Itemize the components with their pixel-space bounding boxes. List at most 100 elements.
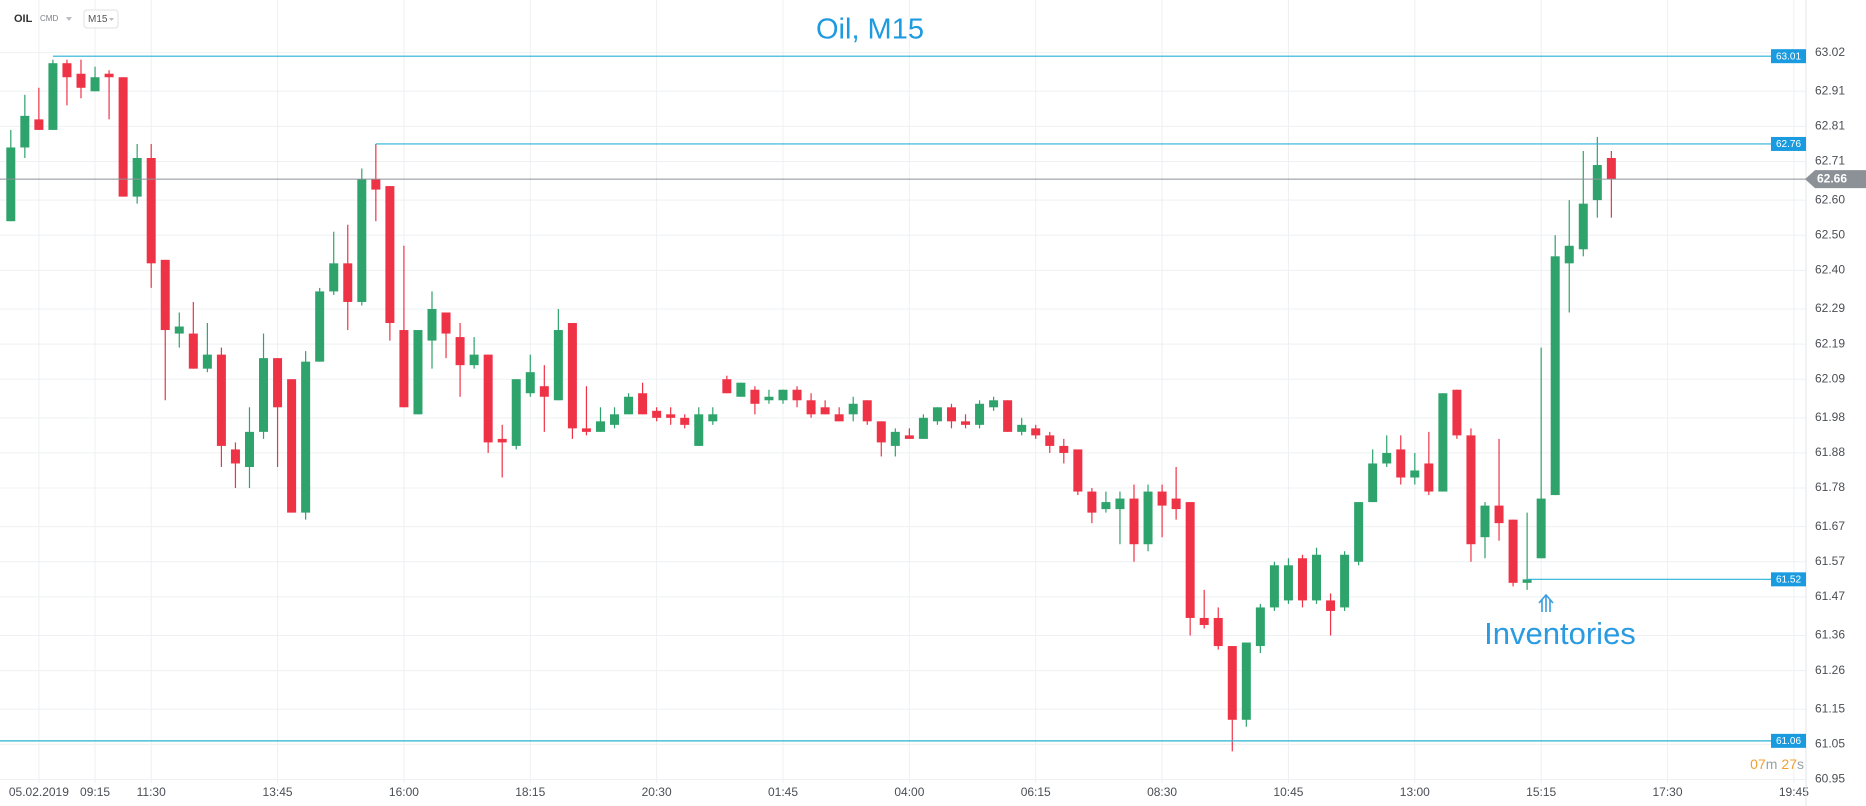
- symbol[interactable]: OIL: [14, 13, 33, 25]
- dropdown-arrow[interactable]: [66, 17, 72, 21]
- x-tick-label: 11:30: [137, 785, 166, 799]
- candle-body: [764, 396, 774, 401]
- candle-body: [244, 431, 254, 467]
- candle-body: [1115, 498, 1125, 510]
- candle-body: [1241, 642, 1251, 720]
- countdown-minutes: 07: [1750, 756, 1766, 772]
- current-price-label: 62.66: [1817, 172, 1847, 186]
- candle-body: [399, 330, 409, 408]
- level-label-box: [1771, 733, 1806, 748]
- candle-body: [1059, 445, 1069, 453]
- interval-box[interactable]: [83, 9, 119, 29]
- y-tick-label: 61.47: [1815, 589, 1845, 603]
- annotation-arrow: [1538, 593, 1554, 612]
- countdown-unit: m: [1766, 756, 1778, 772]
- candle-body: [680, 417, 690, 425]
- candle-body: [638, 393, 648, 415]
- candle-body: [1382, 452, 1392, 464]
- y-tick-label: 62.50: [1815, 227, 1845, 241]
- candle-body: [132, 158, 142, 197]
- candle-body: [1003, 400, 1013, 432]
- x-tick-label: 13:45: [263, 785, 293, 799]
- candles: [6, 59, 1616, 752]
- x-tick-label: 17:30: [1653, 785, 1683, 799]
- annotation: Inventories: [1484, 616, 1636, 651]
- candle-body: [287, 379, 297, 513]
- candle-body: [1073, 449, 1083, 492]
- y-tick-label: 62.29: [1815, 301, 1845, 315]
- candle-body: [750, 389, 760, 404]
- candle-body: [736, 382, 746, 397]
- y-tick-label: 62.19: [1815, 336, 1845, 350]
- interval[interactable]: M15: [88, 14, 108, 25]
- candle-body: [1424, 463, 1434, 492]
- candle-body: [1550, 256, 1560, 496]
- candle-body: [1213, 617, 1223, 647]
- candle-body: [357, 179, 367, 302]
- candle-body: [343, 263, 353, 302]
- candle-body: [1438, 393, 1448, 492]
- candle-body: [792, 389, 802, 401]
- x-tick-label: 20:30: [642, 785, 672, 799]
- x-tick-label: 13:00: [1400, 785, 1430, 799]
- candle-body: [1143, 491, 1153, 545]
- candle-body: [834, 414, 844, 422]
- candle-body: [301, 361, 311, 513]
- candle-body: [160, 259, 170, 331]
- candle-body: [1283, 565, 1293, 601]
- candle-body: [904, 435, 914, 439]
- level-label: 63.01: [1776, 51, 1801, 62]
- candle-body: [1269, 565, 1279, 608]
- y-tick-label: 62.40: [1815, 263, 1845, 277]
- candle-body: [624, 396, 634, 415]
- candle-body: [259, 358, 269, 432]
- level-label: 61.06: [1776, 736, 1801, 747]
- candle-body: [273, 358, 283, 408]
- x-tick-label: 15:15: [1526, 785, 1556, 799]
- y-tick-label: 61.98: [1815, 410, 1845, 424]
- candle-body: [483, 354, 493, 443]
- candle-body: [1340, 554, 1350, 608]
- candle-body: [610, 414, 620, 425]
- candle-body: [146, 158, 156, 264]
- candle-body: [890, 431, 900, 446]
- candle-body: [202, 354, 212, 369]
- candle-body: [76, 73, 86, 88]
- x-tick-label: 06:15: [1021, 785, 1051, 799]
- candle-body: [1578, 203, 1588, 250]
- candle-body: [1368, 463, 1378, 503]
- interval-arrow[interactable]: [109, 18, 114, 21]
- candle-body: [1508, 519, 1518, 583]
- y-tick-label: 61.15: [1815, 701, 1845, 715]
- candle-body: [595, 421, 605, 432]
- candle-body: [539, 386, 549, 397]
- candle-body: [497, 438, 507, 443]
- y-tick-label: 61.36: [1815, 628, 1845, 642]
- candle-body: [1185, 502, 1195, 618]
- candle-body: [820, 407, 830, 415]
- candle-body: [1087, 491, 1097, 513]
- level-label: 62.76: [1776, 139, 1801, 150]
- y-tick-label: 61.05: [1815, 737, 1845, 751]
- candle-body: [1157, 491, 1167, 506]
- market[interactable]: CMD: [40, 14, 58, 23]
- candle-body: [34, 119, 44, 130]
- candle-body: [469, 354, 479, 366]
- x-tick-label: 01:45: [768, 785, 798, 799]
- overlays: 63.01 62.76 61.52 61.06 62.66: [0, 49, 1866, 748]
- level-label: 61.52: [1776, 574, 1801, 585]
- candle-body: [441, 312, 451, 334]
- y-tick-label: 63.02: [1815, 45, 1845, 59]
- candle-body: [525, 372, 535, 394]
- candle-body: [511, 379, 521, 446]
- candle-body: [48, 63, 58, 130]
- y-tick-label: 62.71: [1815, 154, 1845, 168]
- candle-body: [694, 414, 704, 446]
- y-tick-label: 62.81: [1815, 119, 1845, 133]
- y-tick-label: 62.91: [1815, 83, 1845, 97]
- candle-body: [90, 77, 100, 92]
- y-tick-label: 62.09: [1815, 371, 1845, 385]
- candle-body: [104, 73, 114, 78]
